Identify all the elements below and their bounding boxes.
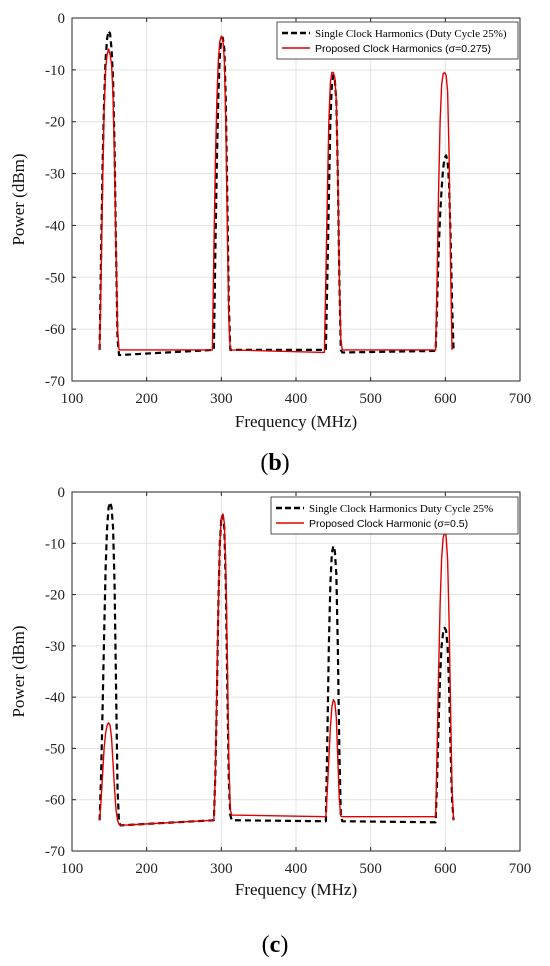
x-tick-label: 400 [285,861,308,877]
x-tick-label: 500 [359,391,382,407]
x-tick-label: 300 [210,861,233,877]
x-tick-label: 200 [135,861,158,877]
x-tick-label: 500 [359,861,382,877]
legend-box [270,496,519,535]
chart-panel-c: 100 200 300 400 500 600 700 0 -10 -20 -30 -40 -50 -60… [0,483,550,966]
y-tick-label: -20 [45,115,65,131]
series-line-proposed-clock [98,513,455,827]
y-tick-label: -70 [45,374,65,390]
legend: Single Clock Harmonics Duty Cycle 25% Pro… [270,496,519,535]
y-axis-label: Power (dBm) [9,625,28,717]
y-axis-label: Power (dBm) [9,153,28,245]
x-tick-label: 700 [509,861,532,877]
x-axis-label: Frequency (MHz) [235,412,357,431]
x-tick-label: 100 [61,861,84,877]
panel-label: (c) [262,932,289,958]
legend: Single Clock Harmonics (Duty Cycle 25%) P… [276,21,519,60]
chart-c-svg: 100 200 300 400 500 600 700 0 -10 -20 -30 -40 -50 -60… [9,485,532,958]
y-tick-label: -40 [45,218,65,234]
legend-label: Proposed Clock Harmonics (σ=0.275) [315,43,491,55]
y-tick-label: -50 [45,270,65,286]
legend-label: Single Clock Harmonics Duty Cycle 25% [309,503,493,515]
y-tick-label: -10 [45,536,65,552]
series-line-single-clock [98,501,455,827]
y-tick-label: 0 [58,485,66,501]
legend-box [276,21,519,60]
y-tick-label: -20 [45,588,65,604]
x-tick-label: 600 [434,391,457,407]
y-tick-label: -40 [45,690,65,706]
y-tick-label: -60 [45,793,65,809]
y-tick-label: -70 [45,844,65,860]
y-tick-label: 0 [58,11,66,27]
x-tick-label: 200 [135,391,158,407]
y-tick-label: -30 [45,639,65,655]
panel-label: (b) [260,450,289,476]
x-axis-label: Frequency (MHz) [235,880,357,899]
chart-b-svg: 100 200 300 400 500 600 700 0 -10 -20 -30 -40 -50 -60… [9,11,532,476]
y-tick-label: -10 [45,63,65,79]
x-tick-label: 400 [285,391,308,407]
x-tick-label: 100 [61,391,84,407]
y-tick-label: -30 [45,167,65,183]
series-line-proposed-clock [98,35,453,354]
x-tick-label: 700 [509,391,532,407]
x-tick-label: 300 [210,391,233,407]
y-tick-label: -50 [45,741,65,757]
legend-label: Single Clock Harmonics (Duty Cycle 25%) [315,28,507,40]
x-tick-label: 600 [434,861,457,877]
legend-label: Proposed Clock Harmonic (σ=0.5) [309,518,468,530]
chart-panel-b: 100 200 300 400 500 600 700 0 -10 -20 -30 -40 -50 -60… [9,11,532,476]
y-tick-label: -60 [45,322,65,338]
